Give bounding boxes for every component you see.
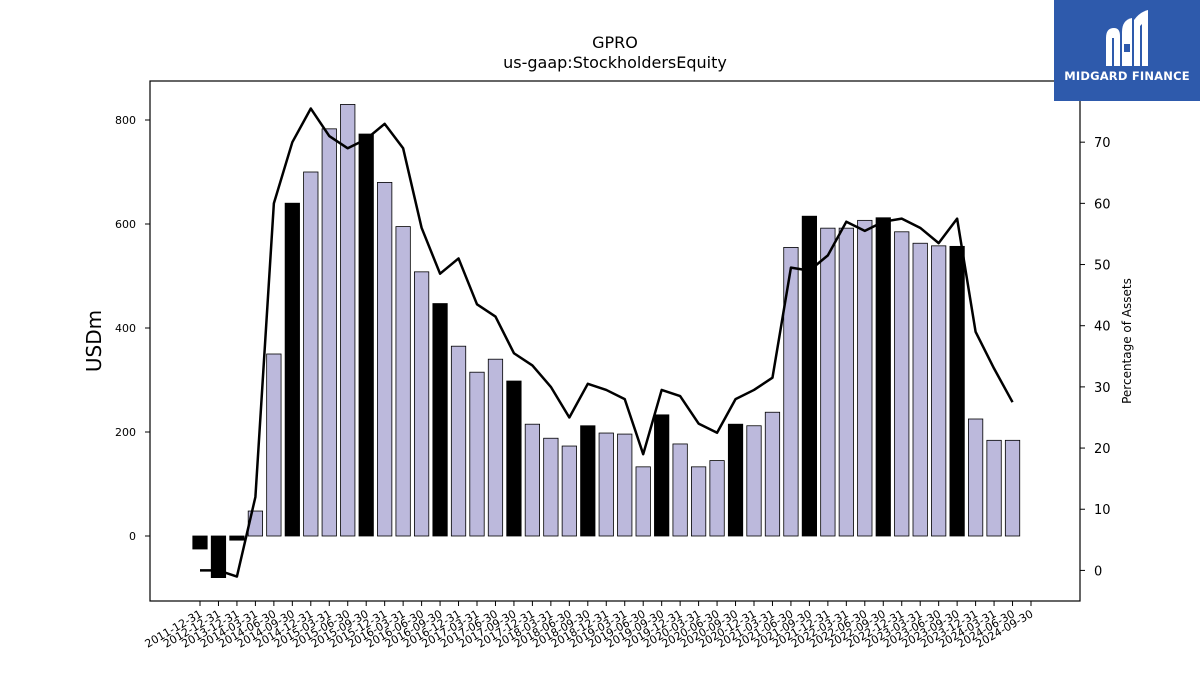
y-tick-label: 800 <box>115 114 136 127</box>
midgard-logo-icon <box>1106 10 1148 66</box>
bar-2018-09-30 <box>580 425 596 537</box>
bar-2016-03-31 <box>395 226 411 537</box>
y-tick-label: 200 <box>115 426 136 439</box>
bar-2021-12-31 <box>820 227 836 537</box>
y2-tick-label: 30 <box>1094 381 1111 396</box>
y-tick-label: 0 <box>129 530 136 543</box>
bar-2015-12-31 <box>377 181 393 537</box>
y2-tick-label: 60 <box>1094 197 1111 212</box>
bar-2017-06-30 <box>487 358 504 537</box>
bar-2014-09-30 <box>284 202 300 537</box>
chart-subtitle: us-gaap:StockholdersEquity <box>503 53 727 72</box>
y-tick-label: 600 <box>115 218 136 231</box>
bar-2024-06-30 <box>1004 439 1021 537</box>
bar-2021-09-30 <box>801 215 818 537</box>
bar-2024-03-31 <box>986 439 1002 537</box>
bar-2015-06-30 <box>340 104 356 537</box>
bar-2020-09-30 <box>727 423 744 537</box>
bar-2023-12-31 <box>967 418 984 537</box>
y2-tick-label: 0 <box>1094 564 1102 579</box>
bar-2017-03-31 <box>469 371 485 537</box>
bar-2019-03-31 <box>617 433 633 537</box>
percentage-of-assets-line <box>200 107 1014 578</box>
bar-2013-12-31 <box>229 535 245 541</box>
bar-2017-12-31 <box>524 423 541 537</box>
bar-2014-06-30 <box>266 353 282 537</box>
y2-tick-label: 20 <box>1094 442 1111 457</box>
bar-2016-09-30 <box>432 303 448 537</box>
bar-2015-03-31 <box>321 128 337 537</box>
bar-2022-06-30 <box>857 219 873 537</box>
bar-2018-12-31 <box>598 432 614 537</box>
y2-tick-label: 50 <box>1094 259 1111 274</box>
bar-2018-06-30 <box>561 445 577 537</box>
y-tick-label: 400 <box>115 322 136 335</box>
bar-2023-03-31 <box>912 242 928 537</box>
bar-2014-12-31 <box>303 171 319 537</box>
plot-area <box>149 80 1081 602</box>
bar-2016-12-31 <box>450 345 467 537</box>
y2-tick-label: 40 <box>1094 320 1111 335</box>
bar-2020-06-30 <box>709 460 725 537</box>
bar-2012-12-31 <box>210 535 227 578</box>
y2-tick-label: 70 <box>1094 136 1111 151</box>
bar-2016-06-30 <box>413 271 430 537</box>
y2-tick-label: 10 <box>1094 503 1111 518</box>
brand-logo: MIDGARD FINANCE <box>1054 0 1200 101</box>
y-axis-label: USDm <box>82 310 106 372</box>
y2-axis-label: Percentage of Assets <box>1120 278 1134 404</box>
bar-2015-09-30 <box>358 133 374 537</box>
bar-2022-03-31 <box>838 227 854 537</box>
bar-2019-12-31 <box>672 443 688 537</box>
bar-2020-03-31 <box>690 466 707 537</box>
bar-2019-06-30 <box>635 466 651 537</box>
bar-2022-09-30 <box>875 217 891 537</box>
bar-2018-03-31 <box>543 437 559 537</box>
bar-2022-12-31 <box>894 231 910 537</box>
bar-2019-09-30 <box>654 414 670 537</box>
bar-2020-12-31 <box>746 425 762 537</box>
brand-name: MIDGARD FINANCE <box>1064 69 1190 83</box>
bar-2023-09-30 <box>949 245 965 537</box>
bar-2021-06-30 <box>783 246 799 537</box>
bar-2011-12-31 <box>192 535 208 550</box>
bar-2021-03-31 <box>764 411 781 537</box>
chart-title: GPRO <box>592 33 638 52</box>
bar-2017-09-30 <box>506 380 522 537</box>
bar-2023-06-30 <box>931 245 947 537</box>
